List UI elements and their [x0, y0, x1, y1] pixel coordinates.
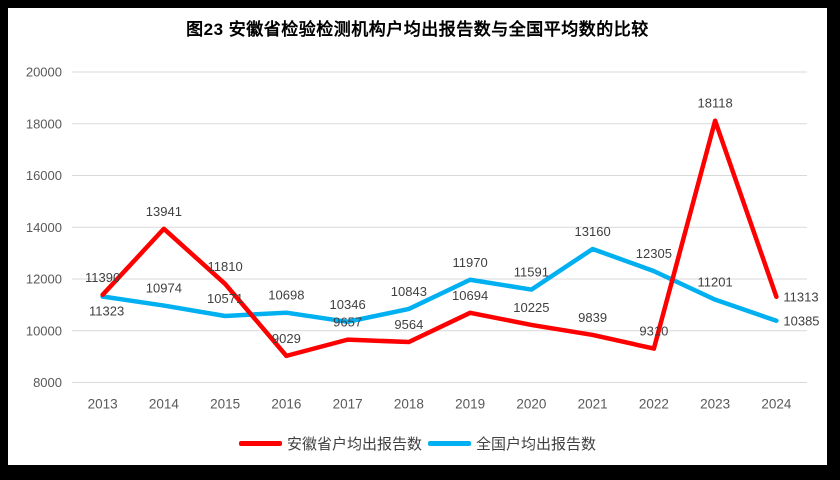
data-label: 11201: [698, 275, 733, 290]
legend-label-national: 全国户均出报告数: [476, 436, 597, 453]
x-tick-label: 2018: [394, 397, 424, 412]
data-label: 10385: [783, 313, 819, 328]
x-tick-label: 2019: [455, 397, 485, 412]
data-label: 10843: [391, 284, 427, 299]
series-line: [100, 118, 779, 359]
x-tick-label: 2013: [88, 397, 118, 412]
data-label: 10698: [268, 288, 304, 303]
data-label: 12305: [636, 246, 672, 261]
x-tick-label: 2016: [271, 397, 301, 412]
legend-item-national: 全国户均出报告数: [428, 433, 596, 454]
data-label: 10225: [513, 300, 549, 315]
data-label: 11313: [783, 289, 818, 304]
x-tick-label: 2014: [149, 397, 180, 412]
y-tick-label: 20000: [26, 65, 62, 80]
y-tick-label: 12000: [26, 272, 62, 287]
data-label: 9564: [394, 317, 423, 332]
data-label: 13160: [575, 224, 611, 239]
data-label: 13941: [146, 204, 182, 219]
y-tick-label: 14000: [26, 220, 62, 235]
y-tick-label: 18000: [26, 116, 62, 131]
plot-svg: 8000 10000 12000 14000 16000 18000 20000 2013 20…: [26, 65, 820, 412]
data-label: 10974: [146, 281, 182, 296]
y-tick-label: 10000: [26, 323, 62, 338]
x-tick-label: 2023: [700, 397, 730, 412]
legend-label-anhui: 安徽省户均出报告数: [286, 436, 422, 453]
legend-swatch-anhui-line: [238, 441, 282, 446]
chart-legend: 安徽省户均出报告数 全国户均出报告数: [8, 433, 827, 454]
data-label: 11810: [208, 259, 243, 274]
data-label: 11390: [85, 270, 120, 285]
x-tick-label: 2021: [578, 397, 608, 412]
data-label: 11591: [514, 265, 549, 280]
data-label: 9657: [333, 315, 362, 330]
data-label: 9029: [272, 331, 301, 346]
legend-swatch-national-line: [428, 441, 471, 446]
x-tick-label: 2017: [333, 397, 363, 412]
data-label: 10571: [207, 291, 243, 306]
legend-item-anhui: 安徽省户均出报告数: [238, 433, 422, 454]
y-tick-label: 16000: [26, 168, 62, 183]
x-tick-label: 2024: [761, 397, 792, 412]
data-label: 10346: [330, 297, 366, 312]
chart-area: 图23 安徽省检验检测机构户均出报告数与全国平均数的比较 8000 10000 12…: [8, 8, 827, 465]
data-label: 18118: [698, 96, 733, 111]
chart-title: 图23 安徽省检验检测机构户均出报告数与全国平均数的比较: [186, 20, 649, 39]
data-label: 10694: [452, 288, 488, 303]
data-label: 9310: [639, 324, 668, 339]
y-tick-label: 8000: [33, 375, 62, 390]
x-tick-label: 2015: [210, 397, 240, 412]
data-label: 9839: [578, 310, 607, 325]
x-tick-label: 2020: [516, 397, 546, 412]
series-line: [100, 246, 779, 325]
data-label: 11323: [89, 304, 124, 319]
data-label: 11970: [453, 255, 488, 270]
x-tick-label: 2022: [639, 397, 669, 412]
